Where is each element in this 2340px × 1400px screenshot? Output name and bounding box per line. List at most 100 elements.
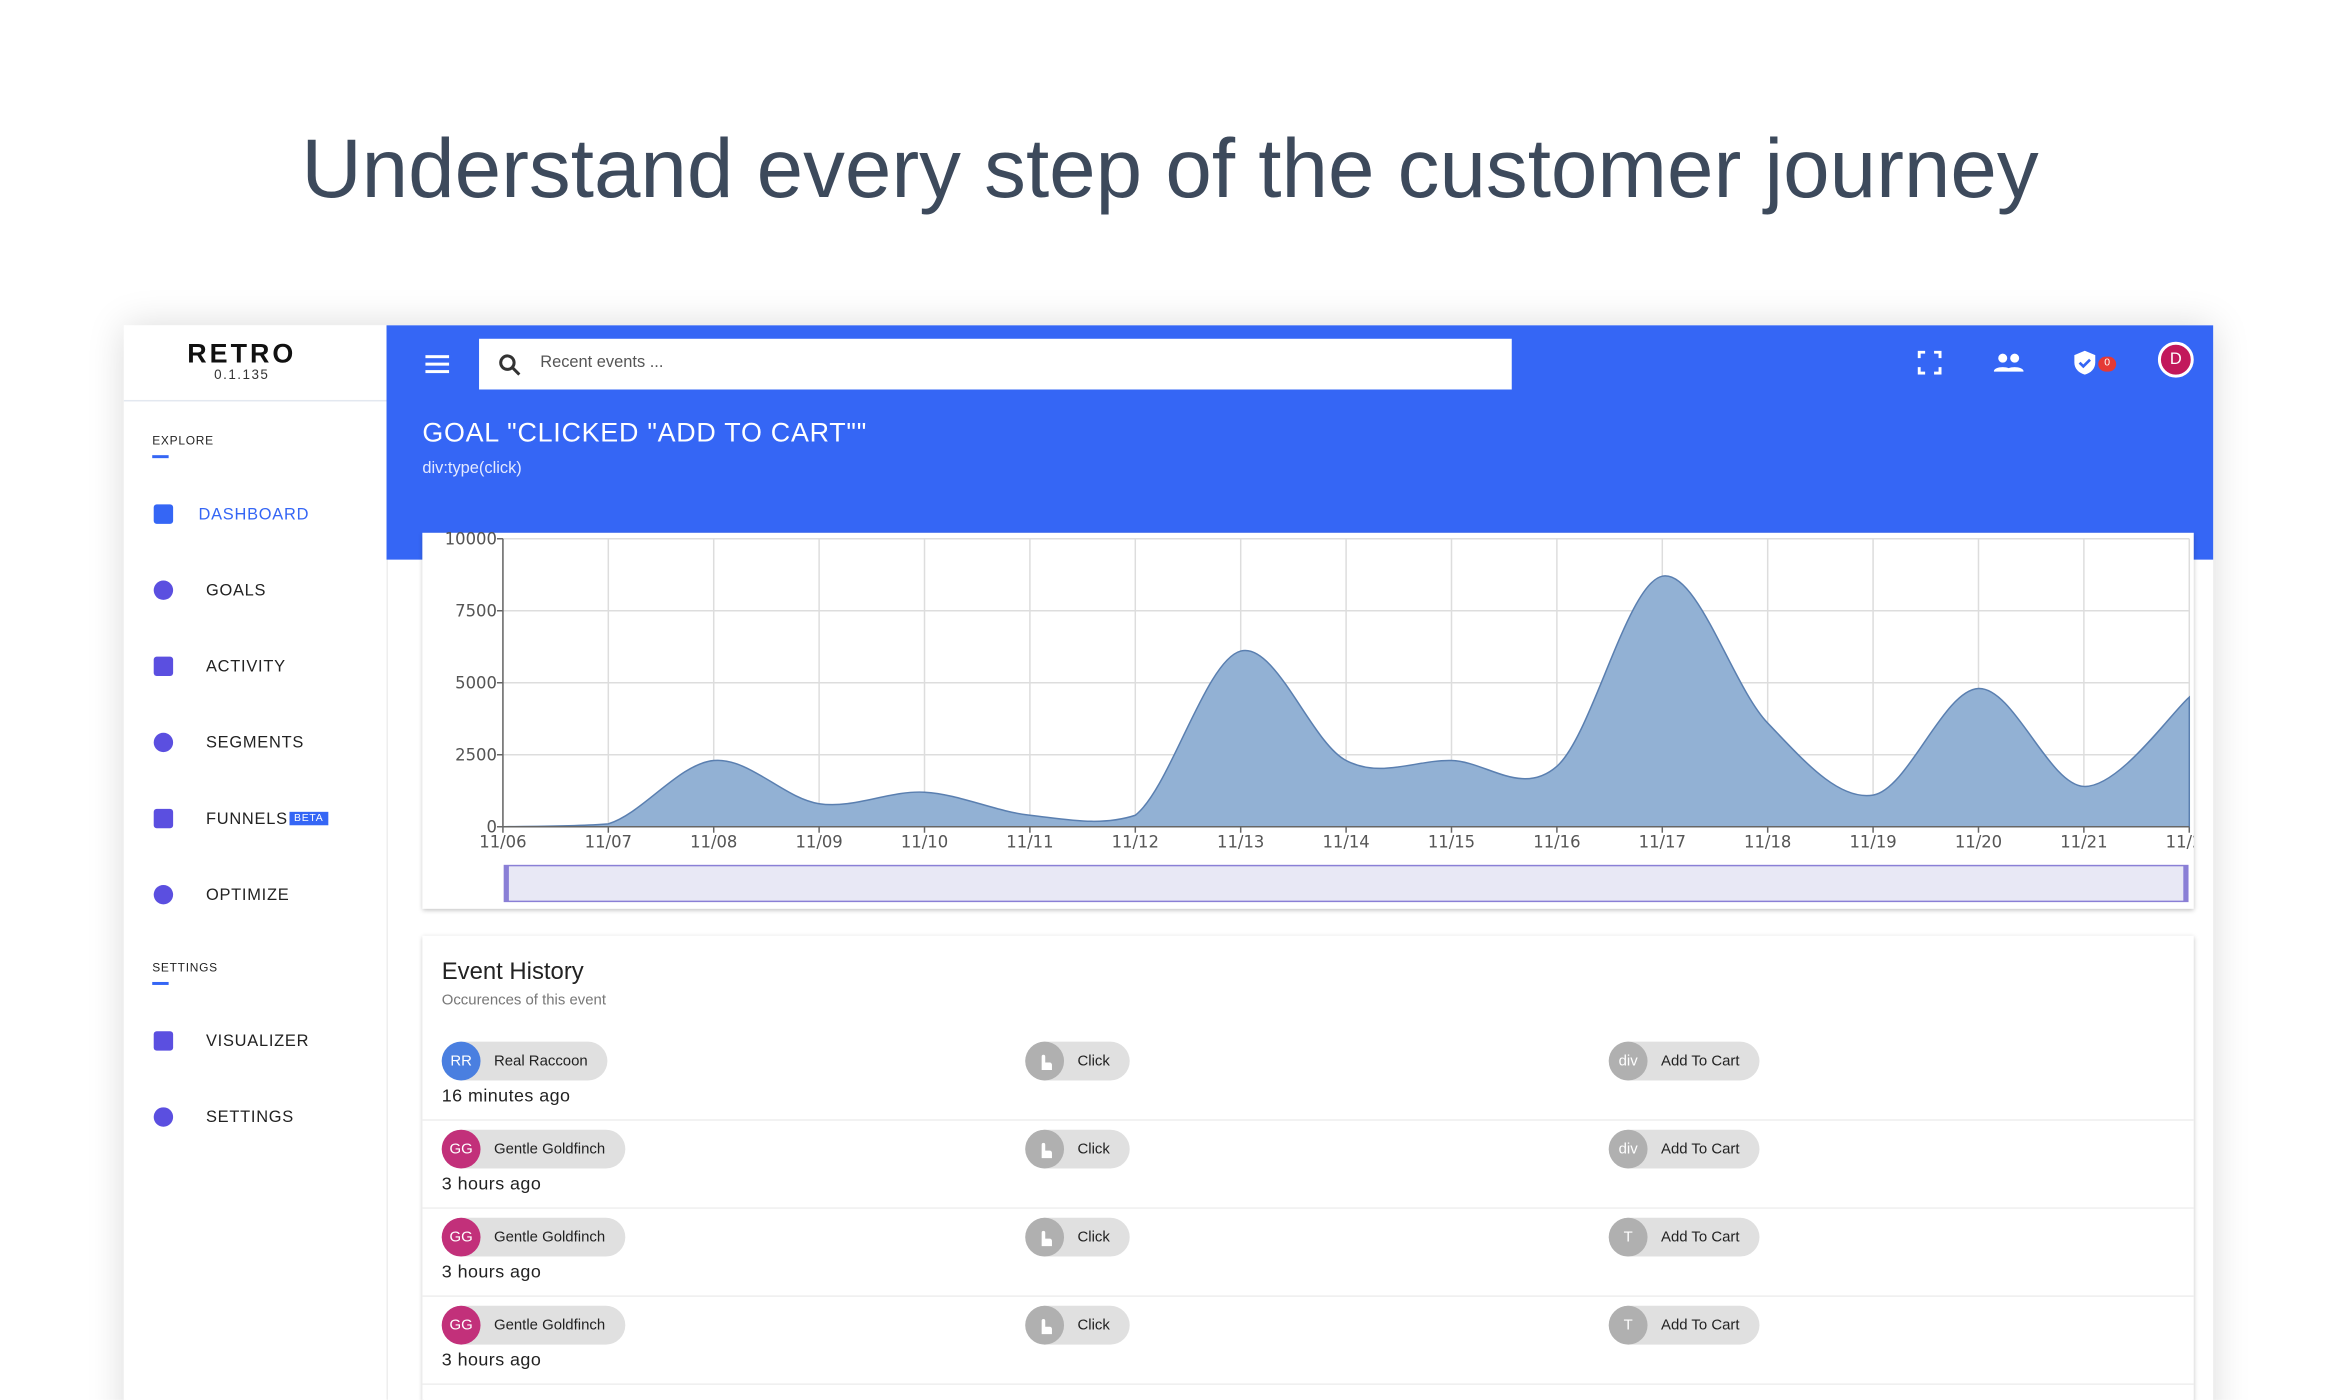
notification-badge: 0 <box>2098 356 2117 372</box>
range-brush <box>503 864 2189 903</box>
chip-avatar: GG <box>441 1129 481 1169</box>
nav-icon <box>153 504 174 524</box>
chip-text: Real Raccoon <box>493 1052 588 1070</box>
y-tick-label: 7500 <box>455 602 497 621</box>
target-chip[interactable]: T Add To Cart <box>1608 1217 1759 1257</box>
user-chip[interactable]: GG Gentle Goldfinch <box>441 1305 625 1345</box>
nav-icon <box>153 1031 174 1051</box>
target-chip[interactable]: T Add To Cart <box>1608 1305 1759 1345</box>
event-time: 3 hours ago <box>441 1349 542 1370</box>
y-tick-label: 5000 <box>455 674 497 693</box>
x-tick-label: 11/20 <box>1955 833 2002 852</box>
section-label: SETTINGS <box>152 961 218 975</box>
search-icon <box>499 354 521 376</box>
nav-icon <box>153 884 174 905</box>
users-button[interactable] <box>1993 352 2024 373</box>
y-tick-label: 2500 <box>455 746 497 765</box>
row-divider <box>422 1119 2194 1121</box>
x-tick-label: 11/22 <box>2166 833 2213 852</box>
top-header: Recent events ... 0 D GOAL "CLICKED "ADD… <box>386 325 2214 560</box>
chip-avatar <box>1025 1041 1065 1081</box>
row-divider <box>422 1207 2194 1209</box>
goal-selector: div:type(click) <box>422 459 522 478</box>
chip-avatar: GG <box>441 1305 481 1345</box>
search-box[interactable]: Recent events ... <box>479 338 1512 390</box>
nav-item[interactable]: FUNNELS <box>205 810 288 829</box>
chip-avatar: RR <box>441 1041 481 1081</box>
x-tick-label: 11/18 <box>1744 833 1791 852</box>
chip-text: Add To Cart <box>1660 1140 1740 1158</box>
sidebar: RETRO 0.1.135 EXPLORE DASHBOARD GOALS ACTIV… <box>123 325 389 1400</box>
action-chip[interactable]: Click <box>1025 1129 1130 1169</box>
target-chip[interactable]: div Add To Cart <box>1608 1041 1759 1081</box>
chip-avatar: GG <box>441 1217 481 1257</box>
event-time: 3 hours ago <box>441 1261 542 1282</box>
x-tick-label: 11/06 <box>479 833 526 852</box>
nav-item[interactable]: OPTIMIZE <box>205 886 290 905</box>
nav-item[interactable]: ACTIVITY <box>205 658 286 677</box>
nav-item[interactable]: GOALS <box>205 582 267 600</box>
chip-avatar: div <box>1608 1129 1648 1169</box>
chip-text: Click <box>1077 1316 1110 1334</box>
section-label: EXPLORE <box>152 434 214 448</box>
fullscreen-button[interactable] <box>1917 350 1942 375</box>
brush-handle <box>2183 865 2188 902</box>
menu-button[interactable] <box>425 354 450 375</box>
x-tick-label: 11/19 <box>1849 833 1896 852</box>
chip-text: Add To Cart <box>1660 1228 1740 1246</box>
chip-avatar: div <box>1608 1041 1648 1081</box>
hand-icon <box>1041 1142 1052 1159</box>
chip-text: Click <box>1077 1140 1110 1158</box>
action-chip[interactable]: Click <box>1025 1041 1130 1081</box>
row-divider <box>422 1295 2194 1297</box>
history-subtitle: Occurences of this event <box>441 992 606 1009</box>
chip-avatar: T <box>1608 1217 1648 1257</box>
brush-handle <box>504 865 509 902</box>
user-chip[interactable]: RR Real Raccoon <box>441 1041 608 1081</box>
hand-icon <box>1041 1054 1052 1071</box>
chip-text: Click <box>1077 1052 1110 1070</box>
version: 0.1.135 <box>214 367 270 383</box>
nav-item[interactable]: SETTINGS <box>205 1108 295 1127</box>
history-title: Event History <box>441 959 584 985</box>
brand: RETRO <box>187 338 297 369</box>
y-tick-label: 10000 <box>445 530 497 549</box>
x-tick-label: 11/11 <box>1006 833 1053 852</box>
x-tick-label: 11/09 <box>795 833 842 852</box>
x-tick-label: 11/17 <box>1639 833 1686 852</box>
x-tick-label: 11/21 <box>2060 833 2107 852</box>
chip-avatar <box>1025 1129 1065 1169</box>
goal-title: GOAL "CLICKED "ADD TO CART"" <box>422 417 868 448</box>
nav-item[interactable]: SEGMENTS <box>205 734 305 753</box>
x-tick-label: 11/10 <box>901 833 948 852</box>
x-tick-label: 11/14 <box>1322 833 1369 852</box>
chip-text: Gentle Goldfinch <box>493 1140 606 1158</box>
section-underline <box>152 981 169 985</box>
nav-item[interactable]: DASHBOARD <box>198 505 310 524</box>
event-time: 16 minutes ago <box>441 1084 571 1106</box>
section-underline <box>152 455 169 459</box>
user-avatar[interactable]: D <box>2157 341 2194 378</box>
action-chip[interactable]: Click <box>1025 1217 1130 1257</box>
chip-text: Add To Cart <box>1660 1316 1740 1334</box>
chip-text: Add To Cart <box>1660 1052 1740 1070</box>
user-chip[interactable]: GG Gentle Goldfinch <box>441 1129 625 1169</box>
action-chip[interactable]: Click <box>1025 1305 1130 1345</box>
chip-avatar <box>1025 1305 1065 1345</box>
shield-button[interactable] <box>2073 349 2097 376</box>
user-chip[interactable]: GG Gentle Goldfinch <box>441 1217 625 1257</box>
event-time: 3 hours ago <box>441 1172 542 1194</box>
x-tick-label: 11/12 <box>1112 833 1159 852</box>
nav-icon <box>153 1107 174 1127</box>
x-tick-label: 11/15 <box>1428 833 1475 852</box>
nav-item[interactable]: VISUALIZER <box>205 1032 310 1051</box>
chip-text: Click <box>1077 1228 1110 1246</box>
search-placeholder: Recent events ... <box>540 353 664 372</box>
target-chip[interactable]: div Add To Cart <box>1608 1129 1759 1169</box>
chip-text: Gentle Goldfinch <box>493 1316 606 1334</box>
headline: Understand every step of the customer jo… <box>301 120 2039 215</box>
nav-icon <box>153 580 174 600</box>
nav-icon <box>153 656 174 677</box>
